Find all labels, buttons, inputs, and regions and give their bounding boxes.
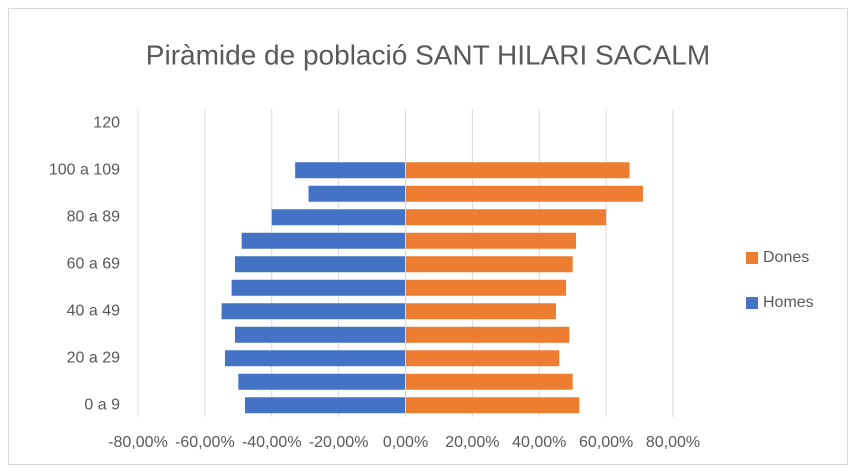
x-tick-label: 0,00% (383, 434, 428, 451)
bar (405, 326, 570, 343)
bar (405, 162, 630, 179)
x-tick-label: 40,00% (512, 434, 566, 451)
bar (295, 162, 406, 179)
bar (221, 303, 406, 320)
y-tick-label: 100 a 109 (49, 161, 120, 178)
bar (231, 279, 406, 296)
y-tick-label: 0 a 9 (84, 396, 120, 413)
legend-label: Homes (763, 294, 814, 311)
bar (405, 209, 607, 226)
bar (405, 256, 573, 273)
x-tick-label: 60,00% (579, 434, 633, 451)
bar (271, 209, 406, 226)
bar (405, 397, 580, 414)
bar (405, 373, 573, 390)
bar (234, 326, 406, 343)
y-tick-label: 20 a 29 (67, 349, 120, 366)
bar (241, 232, 406, 249)
bar (405, 303, 556, 320)
bar (308, 185, 406, 202)
bar (238, 373, 406, 390)
legend-label: Dones (763, 249, 809, 266)
x-tick-label: -20,00% (309, 434, 369, 451)
bar (405, 232, 577, 249)
bar (245, 397, 406, 414)
bar (405, 350, 560, 367)
x-tick-label: -40,00% (242, 434, 302, 451)
legend-swatch (746, 252, 758, 264)
y-tick-label: 60 a 69 (67, 255, 120, 272)
y-tick-label: 120 (93, 114, 120, 131)
y-tick-label: 40 a 49 (67, 302, 120, 319)
x-tick-label: -80,00% (108, 434, 168, 451)
legend-swatch (746, 297, 758, 309)
x-tick-label: 80,00% (646, 434, 700, 451)
bar (405, 279, 566, 296)
bar (224, 350, 406, 367)
x-tick-label: 20,00% (445, 434, 499, 451)
x-tick-label: -60,00% (175, 434, 235, 451)
bar (234, 256, 406, 273)
bar (405, 185, 643, 202)
chart-title: Piràmide de població SANT HILARI SACALM (146, 39, 710, 70)
y-tick-label: 80 a 89 (67, 208, 120, 225)
